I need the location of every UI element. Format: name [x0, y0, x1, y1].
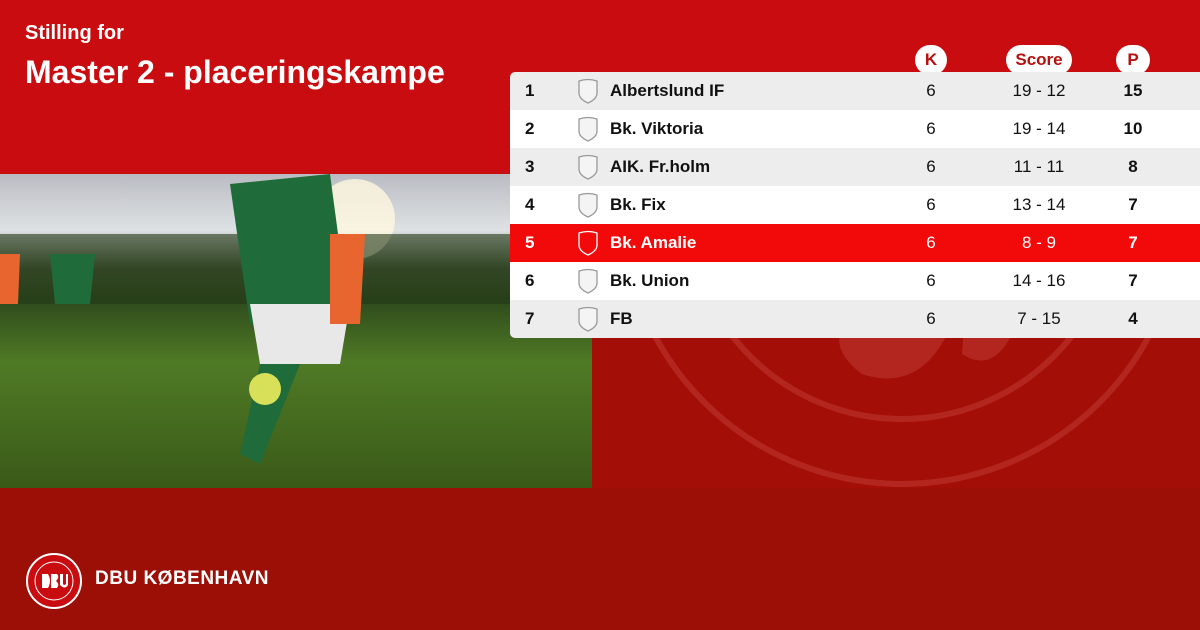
column-header-k: K: [915, 45, 947, 75]
table-row: 1 Albertslund IF 6 19 - 12 15: [510, 72, 1200, 110]
position: 7: [525, 309, 535, 328]
matches-played: 6: [926, 195, 936, 214]
club-crest-icon: [566, 116, 610, 142]
club-crest-icon: [566, 154, 610, 180]
club-crest-icon: [566, 306, 610, 332]
score: 8 - 9: [1021, 233, 1057, 252]
team-name: AIK. Fr.holm: [610, 157, 711, 176]
position: 4: [525, 195, 535, 214]
position: 2: [525, 119, 535, 138]
table-row: 3 AIK. Fr.holm 6 11 - 11 8: [510, 148, 1200, 186]
score: 19 - 14: [1012, 119, 1066, 138]
score: 7 - 15: [1017, 309, 1061, 328]
table-row: 7 FB 6 7 - 15 4: [510, 300, 1200, 338]
club-crest-icon: [566, 230, 610, 256]
score: 14 - 16: [1012, 271, 1066, 290]
subtitle: Stilling for: [25, 22, 124, 44]
matches-played: 6: [926, 119, 936, 138]
points: 7: [1128, 271, 1138, 290]
position: 6: [525, 271, 535, 290]
score: 13 - 14: [1012, 195, 1066, 214]
points: 15: [1123, 81, 1143, 100]
team-name: Bk. Union: [610, 271, 690, 290]
table-row: 6 Bk. Union 6 14 - 16 7: [510, 262, 1200, 300]
matches-played: 6: [926, 309, 936, 328]
matches-played: 6: [926, 233, 936, 252]
points: 8: [1128, 157, 1138, 176]
team-name: Bk. Viktoria: [610, 119, 704, 138]
points: 10: [1123, 119, 1143, 138]
club-crest-icon: [566, 268, 610, 294]
page-title: Master 2 - placeringskampe: [25, 54, 445, 90]
team-name: Bk. Fix: [610, 195, 666, 214]
dbu-logo: [25, 552, 83, 615]
brand-name: DBU KØBENHAVN: [95, 568, 269, 589]
column-header-score: Score: [1006, 45, 1072, 75]
team-name: Bk. Amalie: [610, 233, 697, 252]
team-name: FB: [610, 309, 633, 328]
club-crest-icon: [566, 78, 610, 104]
club-crest-icon: [566, 192, 610, 218]
position: 3: [525, 157, 535, 176]
points: 7: [1128, 195, 1138, 214]
column-header-p: P: [1116, 45, 1150, 75]
team-name: Albertslund IF: [610, 81, 725, 100]
matches-played: 6: [926, 157, 936, 176]
football-photo: [0, 174, 592, 488]
table-row: 2 Bk. Viktoria 6 19 - 14 10: [510, 110, 1200, 148]
points: 4: [1128, 309, 1138, 328]
standings-table: 1 Albertslund IF 6 19 - 12 15 2 Bk. Vikto…: [510, 72, 1200, 338]
table-row: 5 Bk. Amalie 6 8 - 9 7: [510, 224, 1200, 262]
score: 19 - 12: [1012, 81, 1066, 100]
points: 7: [1128, 233, 1138, 252]
position: 5: [525, 233, 535, 252]
matches-played: 6: [926, 271, 936, 290]
matches-played: 6: [926, 81, 936, 100]
position: 1: [525, 81, 535, 100]
score: 11 - 11: [1013, 157, 1065, 176]
table-row: 4 Bk. Fix 6 13 - 14 7: [510, 186, 1200, 224]
